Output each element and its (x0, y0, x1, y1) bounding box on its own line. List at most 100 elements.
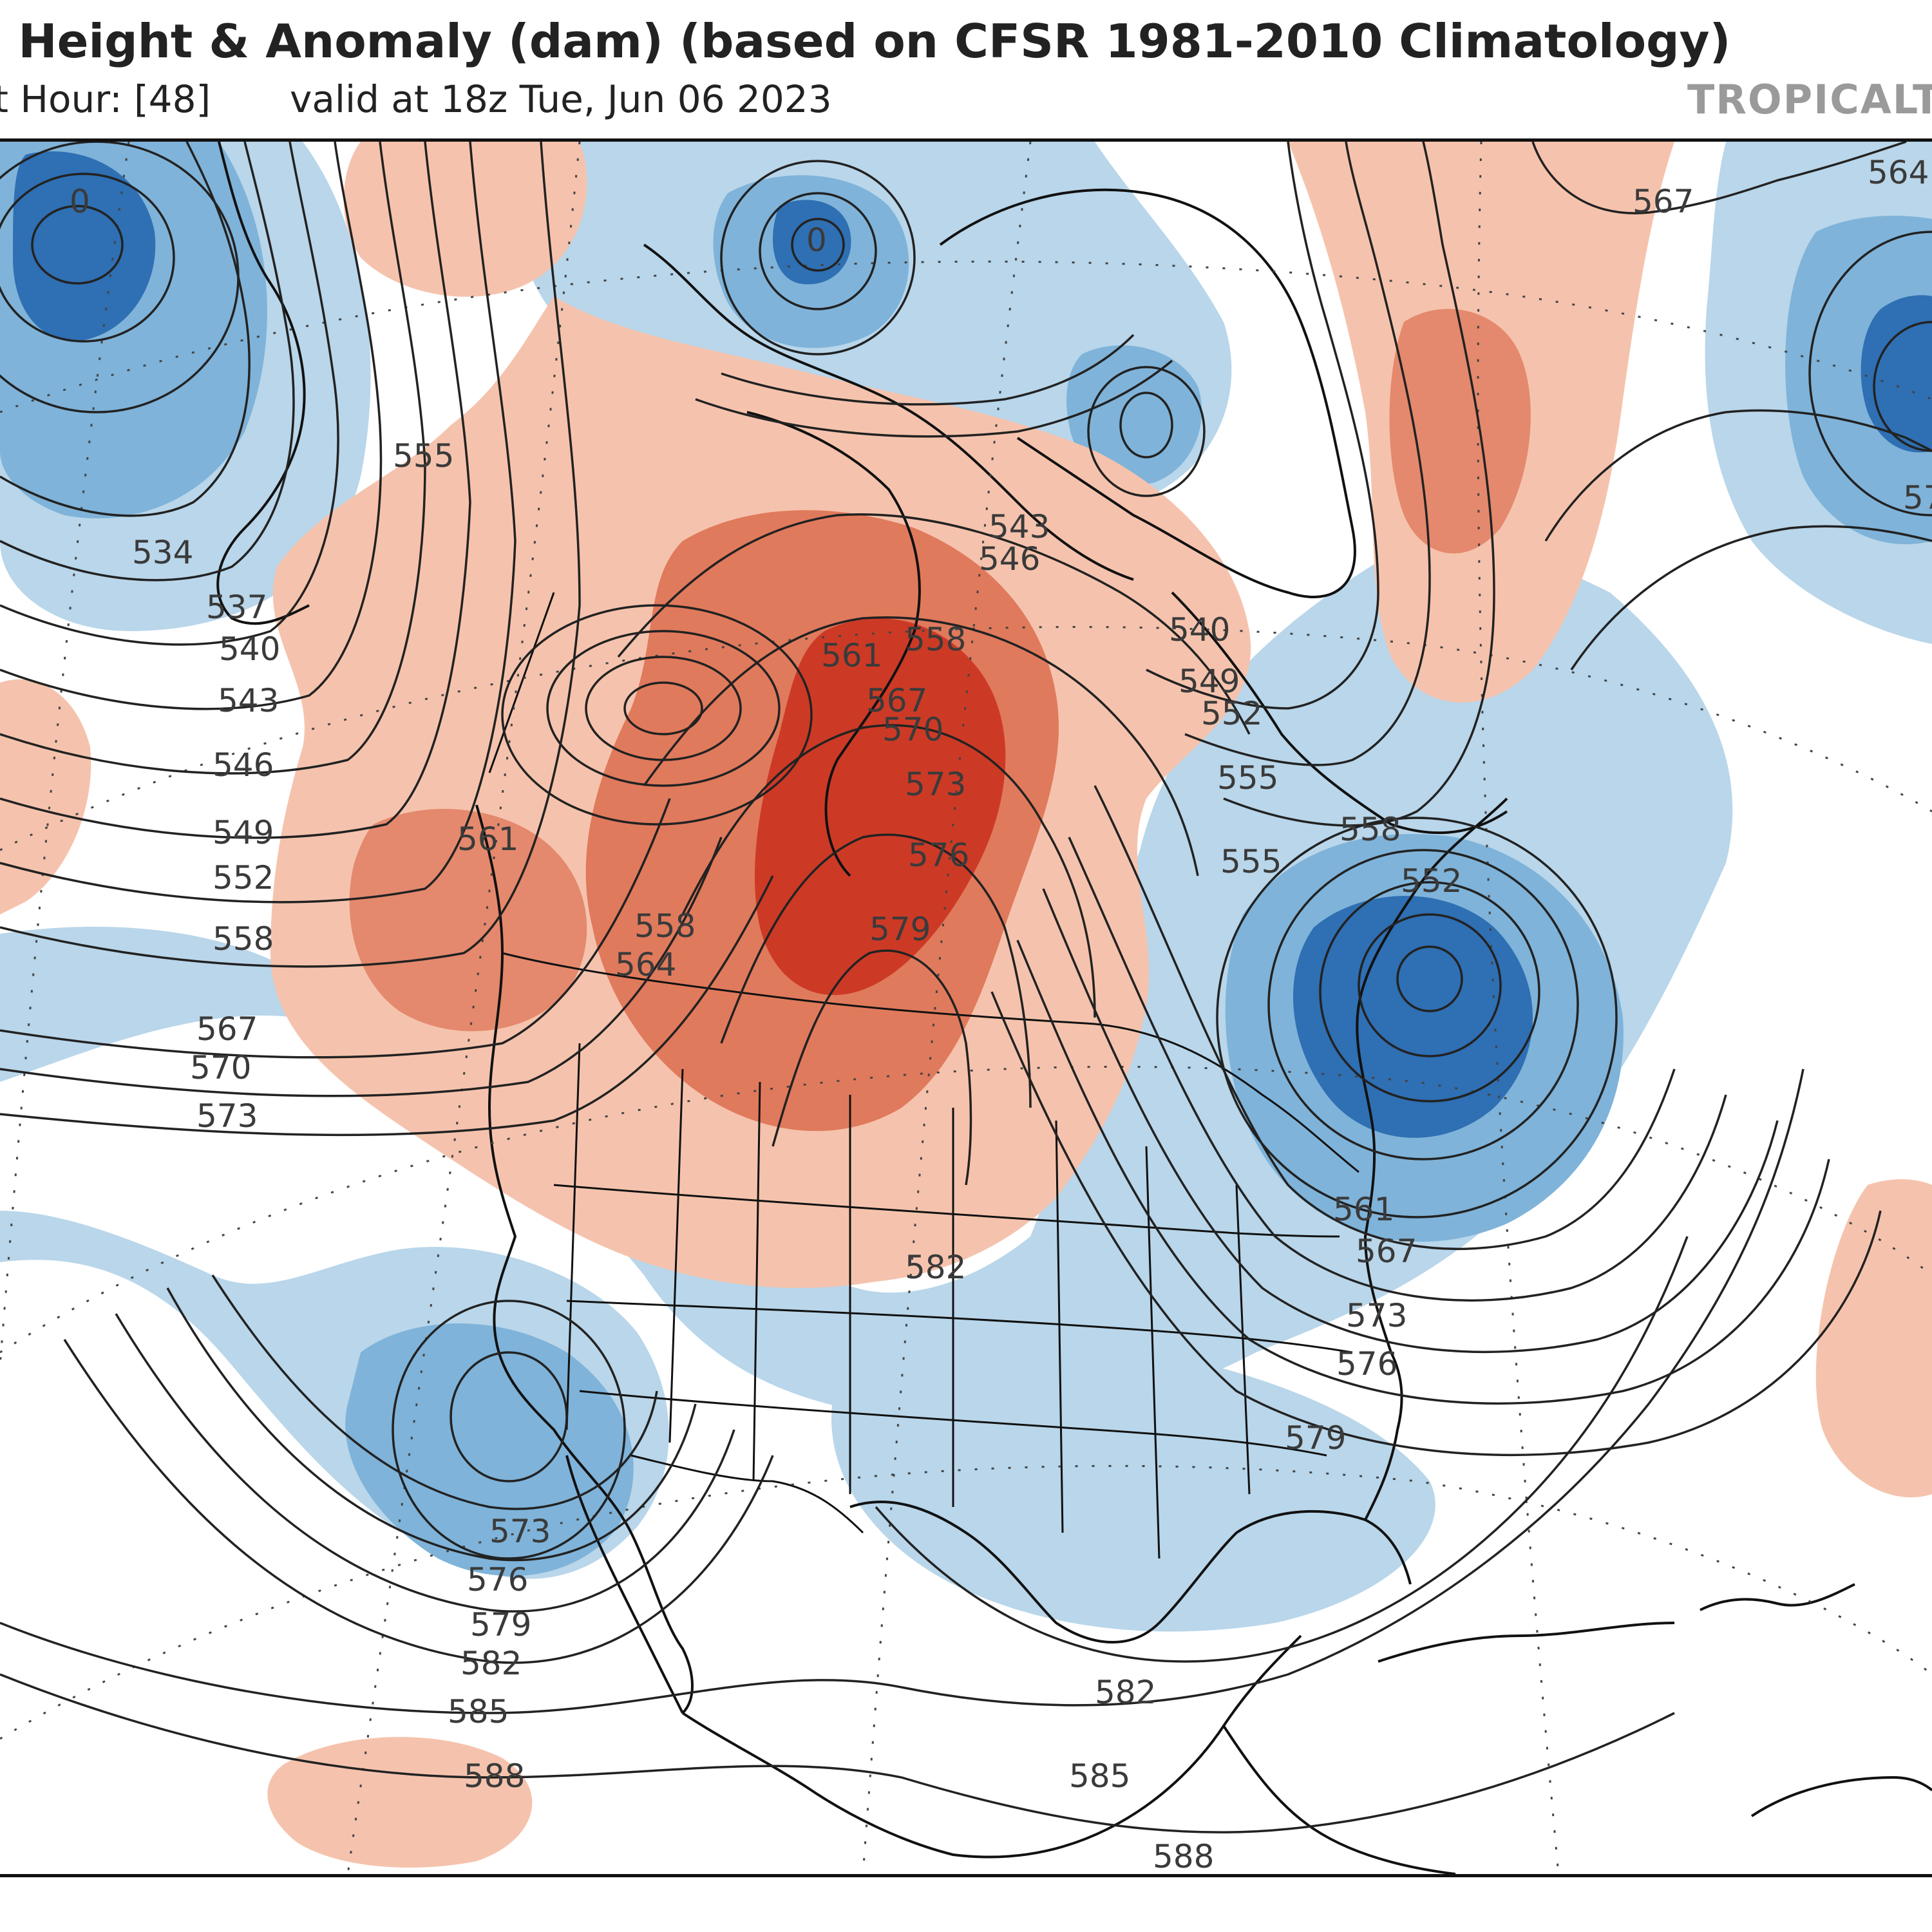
state-line-6 (1055, 1120, 1064, 1533)
contour-label: 561 (457, 820, 518, 858)
contour-label: 543 (218, 682, 279, 719)
neg-strong-northpacific (13, 151, 156, 341)
contour-558 (0, 142, 581, 968)
contour-label: 561 (1333, 1191, 1394, 1228)
contour-label: 576 (908, 837, 969, 874)
contour-573 (0, 875, 774, 1137)
map-title: al Height & Anomaly (dam) (based on CFSR… (0, 14, 1731, 68)
map-subtitle: st Hour: [48] valid at 18z Tue, Jun 06 2… (0, 77, 1674, 129)
contour-585 (0, 1068, 1804, 1714)
contour-573-east (1042, 888, 1779, 1354)
contour-label: 552 (1401, 862, 1462, 900)
contour-579-sw (115, 1313, 735, 1613)
contour-ar-3 (720, 160, 916, 355)
contour-label: 588 (464, 1757, 525, 1795)
contour-label: 540 (1169, 611, 1230, 649)
contour-label: 549 (1179, 663, 1240, 700)
contour-561-east (1094, 785, 1676, 1251)
contour-588 (0, 1673, 902, 1779)
contour-label: 573 (196, 1097, 258, 1135)
contour-543-arctic (721, 334, 1135, 406)
contour-label: 570 (882, 711, 943, 748)
contour-537 (0, 142, 295, 582)
contour-label: 567 (1633, 183, 1694, 220)
contour-bf-2 (1087, 366, 1206, 497)
contour-ridge-3 (681, 724, 1096, 1018)
contour-534 (0, 142, 251, 517)
contour-label: 570 (190, 1049, 251, 1086)
height-anomaly-map: 534 537 540 543 546 549 552 558 567 570 … (0, 142, 1932, 1874)
pos-anomaly-south (267, 1737, 533, 1868)
contour-label: 564 (615, 946, 676, 983)
contour-label: 57 (1903, 479, 1932, 516)
contour-hb-1 (623, 681, 703, 735)
contour-552-g (1146, 142, 1379, 710)
contour-label: 552 (213, 859, 274, 896)
contour-558-g (1223, 142, 1495, 827)
state-line-1 (565, 1043, 581, 1430)
contour-sw-1 (450, 1351, 568, 1482)
contour-label: 588 (1153, 1838, 1214, 1874)
contour-label: 555 (1220, 843, 1282, 880)
arctic-islands (643, 243, 1134, 581)
contour-labels: 534 537 540 543 546 549 552 558 567 570 … (70, 154, 1932, 1874)
contour-549 (0, 142, 471, 839)
pos-anomaly-pacific-west (0, 679, 91, 914)
cuba (1378, 1622, 1675, 1663)
contour-540 (0, 142, 339, 646)
contour-label: 576 (467, 1561, 528, 1598)
contour-546-arctic (695, 359, 1173, 438)
state-line-2 (668, 1068, 684, 1443)
contour-label: 549 (213, 814, 274, 851)
contour-ridge-2 (643, 616, 1199, 876)
baja (565, 1455, 684, 1714)
pos-anomaly-atlantic-east (1815, 1179, 1932, 1498)
contour-label: 582 (1095, 1674, 1156, 1711)
contour-label: 561 (821, 637, 882, 674)
state-line-3 (752, 1081, 761, 1482)
pos-strong-core (754, 618, 1006, 996)
neg-strong-east (1293, 896, 1533, 1138)
contour-ridge-5 (772, 949, 972, 1186)
contour-555-g (1184, 142, 1431, 766)
contour-ec-2 (1358, 913, 1502, 1057)
contour-582-gulf (875, 1236, 1689, 1663)
contour-567-atl (1531, 142, 1907, 214)
contour-hb-4 (501, 604, 813, 826)
contour-label: 558 (1340, 811, 1401, 848)
pos-anomaly-alaska-north (343, 142, 587, 297)
contour-582-sw (63, 1339, 774, 1664)
labrador (1171, 591, 1508, 835)
contour-label: 537 (206, 589, 267, 626)
contour-543 (0, 142, 383, 710)
contour-label: 573 (489, 1513, 551, 1550)
contour-label: 546 (979, 540, 1040, 578)
contour-576-east (1016, 940, 1830, 1405)
alaska-coast (216, 142, 310, 625)
contour-579-east (990, 991, 1882, 1457)
us-mexico-border (630, 1454, 864, 1534)
contour-label: 555 (393, 437, 454, 475)
contour-label: 534 (132, 534, 193, 571)
contour-label: 546 (213, 746, 274, 784)
state-row-3 (579, 1390, 1327, 1457)
neg-strong-arctic (773, 200, 851, 285)
contour-atl-low-1 (1873, 321, 1932, 452)
neg-anomaly-pacific-south (0, 543, 1733, 1421)
contour-label: 558 (905, 621, 966, 658)
south-america (1750, 1776, 1932, 1817)
alaska-canada-border (488, 592, 555, 773)
florida (1364, 1352, 1403, 1520)
brand-watermark: TROPICALT (1687, 76, 1932, 123)
contour-label: 579 (1285, 1419, 1346, 1457)
contour-label: 585 (448, 1693, 509, 1730)
contour-588-south (901, 1712, 1675, 1833)
contour-567-east (1068, 837, 1727, 1302)
contour-ec-5 (1216, 817, 1618, 1218)
contour-label: 567 (196, 1010, 258, 1048)
mexico-coast (681, 1634, 1302, 1859)
contour-label: 573 (1346, 1297, 1407, 1334)
forecast-hour: st Hour: [48] (0, 77, 211, 121)
contour-bf-1 (1119, 392, 1173, 459)
contour-label: 558 (213, 920, 274, 958)
